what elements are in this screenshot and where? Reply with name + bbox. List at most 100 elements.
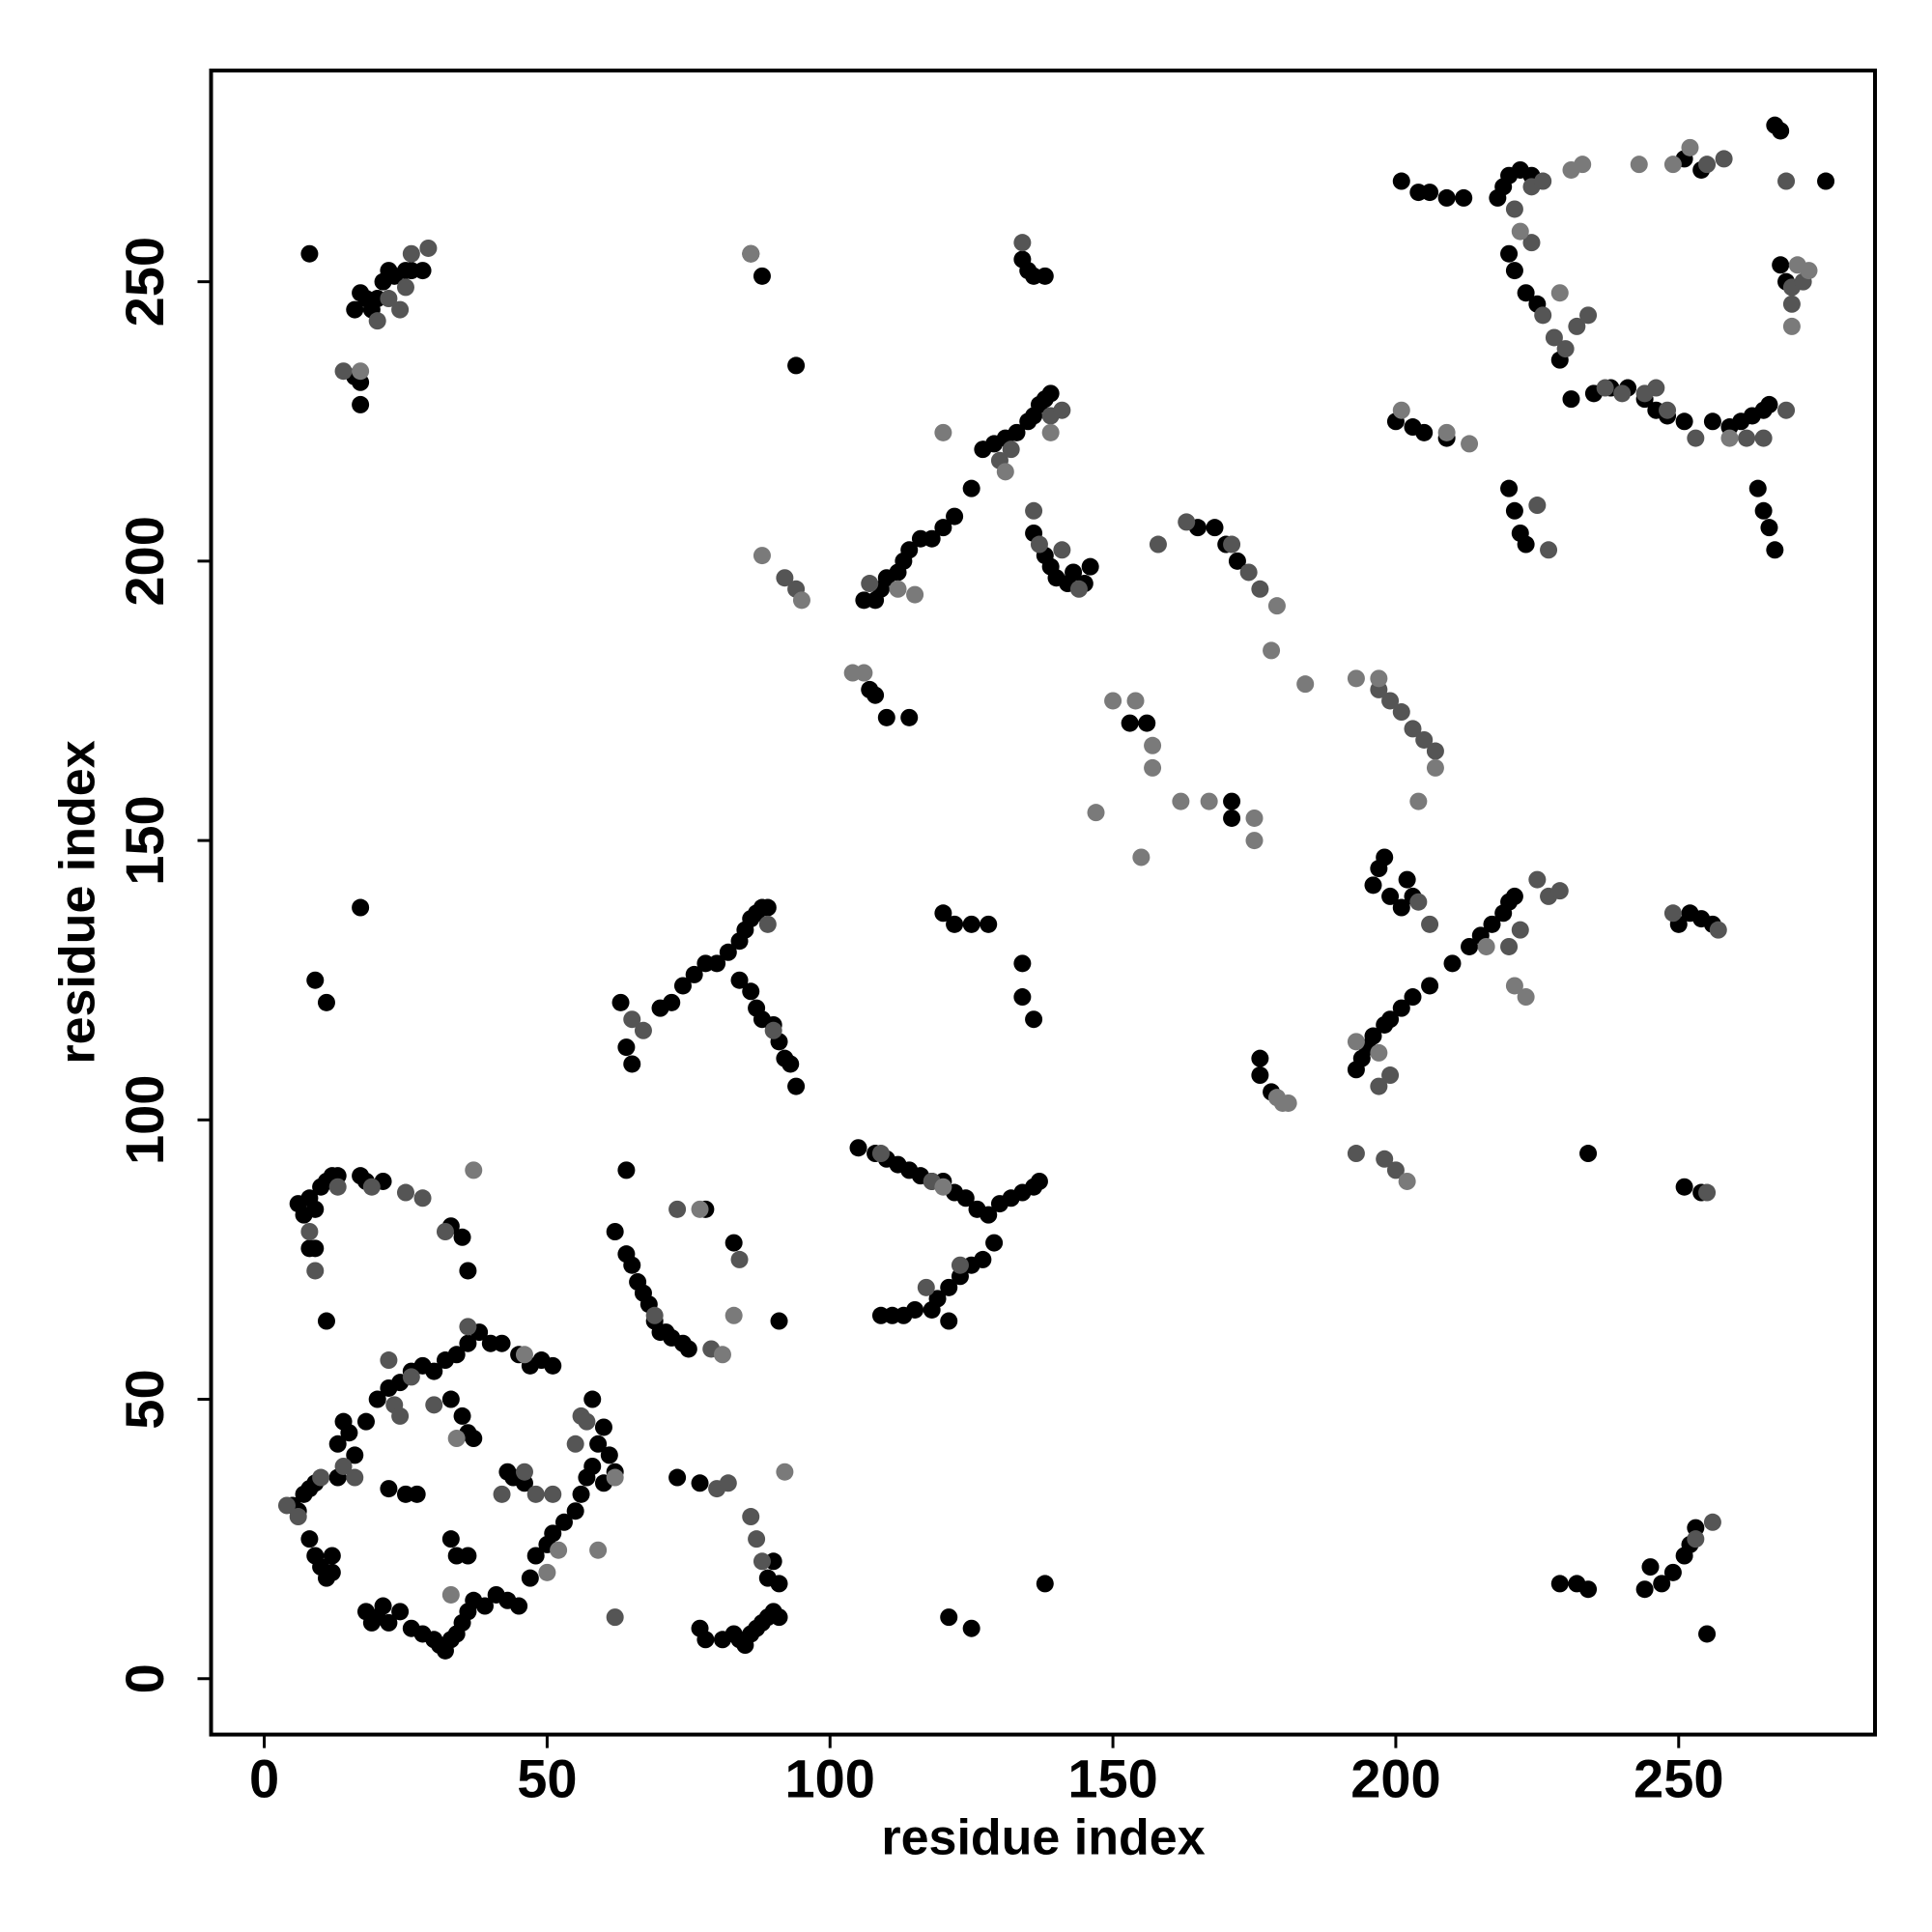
point: [934, 423, 952, 441]
point: [1267, 597, 1286, 615]
point: [306, 1239, 325, 1258]
point: [1687, 429, 1705, 447]
point: [459, 1547, 477, 1565]
point: [600, 1446, 618, 1464]
point: [685, 965, 703, 983]
point: [634, 1021, 652, 1039]
point: [1223, 792, 1241, 810]
point: [1013, 988, 1032, 1007]
point: [1477, 937, 1495, 955]
point: [1698, 156, 1717, 174]
point: [408, 1485, 426, 1503]
point: [465, 1161, 483, 1179]
point: [589, 1541, 608, 1559]
point: [1381, 887, 1400, 905]
point: [1511, 222, 1529, 241]
point: [1008, 423, 1026, 441]
point: [719, 1474, 737, 1492]
point: [306, 1200, 325, 1218]
point: [380, 1613, 398, 1632]
point: [1817, 172, 1835, 190]
point: [900, 541, 919, 559]
point: [1245, 809, 1264, 827]
point: [770, 1575, 788, 1593]
point: [1550, 882, 1569, 900]
point: [1653, 1575, 1671, 1593]
point: [459, 1318, 477, 1336]
point: [1540, 541, 1558, 559]
point: [334, 1457, 353, 1475]
point: [787, 356, 806, 375]
point: [1036, 1575, 1054, 1593]
point: [770, 1312, 788, 1330]
point: [1053, 541, 1071, 559]
point: [1251, 1049, 1269, 1067]
point: [1347, 669, 1365, 688]
y-tick-label: 250: [114, 237, 175, 327]
point: [510, 1597, 528, 1615]
point: [441, 1585, 460, 1604]
point: [611, 993, 630, 1011]
point: [1228, 552, 1246, 570]
point: [554, 1513, 573, 1531]
point: [346, 300, 364, 319]
point: [277, 1496, 296, 1515]
point: [1596, 379, 1614, 397]
point: [1437, 423, 1456, 441]
point: [1025, 501, 1043, 520]
x-tick-label: 250: [1634, 1747, 1723, 1808]
point: [1461, 435, 1479, 453]
point: [1223, 535, 1241, 554]
point: [900, 708, 919, 726]
point: [951, 1256, 969, 1274]
point: [781, 1055, 800, 1073]
point: [465, 1430, 483, 1448]
point: [764, 1021, 782, 1039]
point: [1409, 893, 1428, 911]
point: [380, 1480, 398, 1498]
point: [1579, 306, 1598, 325]
point: [776, 569, 794, 587]
point: [526, 1547, 545, 1565]
point: [962, 915, 980, 933]
point: [544, 1524, 562, 1543]
point: [713, 1346, 731, 1364]
point: [368, 1390, 386, 1408]
y-tick-label: 200: [114, 516, 175, 606]
point: [352, 898, 370, 917]
point: [679, 1340, 697, 1358]
point: [515, 1346, 533, 1364]
point: [300, 244, 319, 263]
point: [1002, 440, 1020, 459]
point: [1534, 306, 1552, 325]
point: [459, 1262, 477, 1280]
point: [962, 1619, 980, 1637]
point: [1522, 234, 1541, 252]
point: [1579, 1580, 1598, 1599]
point: [1404, 988, 1422, 1007]
point: [753, 1552, 771, 1571]
point: [493, 1334, 511, 1352]
point: [906, 1300, 924, 1319]
point: [691, 1474, 709, 1492]
point: [413, 1189, 432, 1208]
point: [391, 1603, 410, 1621]
point: [425, 1396, 443, 1414]
point: [526, 1485, 545, 1503]
point: [1347, 1145, 1365, 1163]
point: [317, 993, 335, 1011]
point: [1681, 138, 1699, 156]
point: [1754, 501, 1773, 520]
point: [668, 1468, 687, 1487]
point: [1782, 317, 1801, 335]
point: [906, 585, 924, 604]
point: [934, 519, 952, 537]
point: [346, 1446, 364, 1464]
point: [946, 915, 964, 933]
point: [1370, 1077, 1388, 1095]
point: [1777, 401, 1796, 419]
point: [453, 1228, 471, 1246]
point: [1505, 977, 1523, 995]
point: [425, 1362, 443, 1380]
